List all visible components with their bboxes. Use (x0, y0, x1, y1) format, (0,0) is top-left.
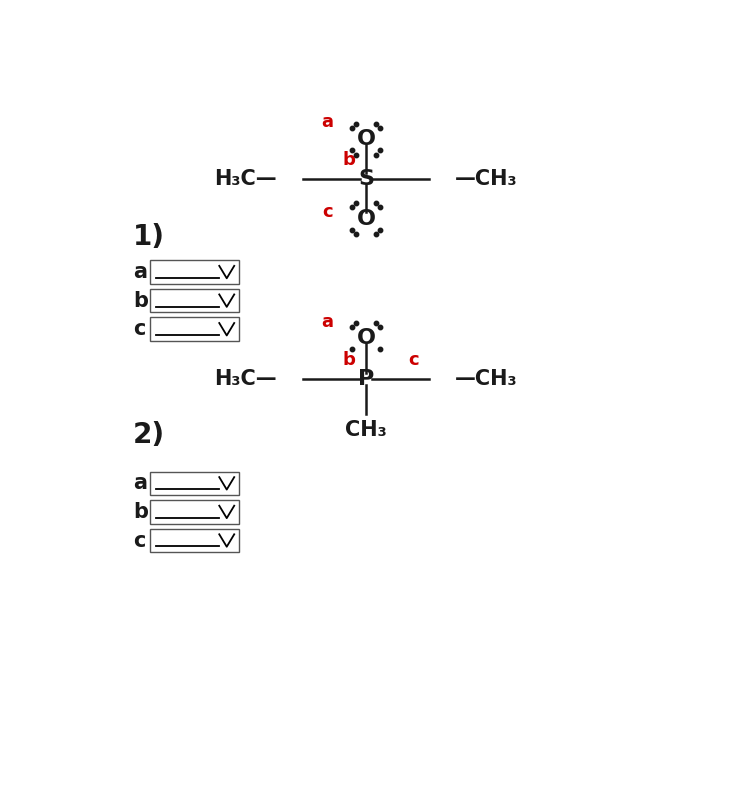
Text: H₃C—: H₃C— (214, 369, 277, 389)
Text: c: c (133, 320, 145, 339)
Text: b: b (342, 151, 355, 169)
Bar (150, 500, 240, 524)
Text: P: P (358, 369, 374, 389)
Text: 1): 1) (133, 223, 165, 251)
Text: a: a (133, 474, 147, 493)
Bar (150, 529, 240, 552)
Text: b: b (342, 351, 355, 370)
Text: 2): 2) (133, 421, 165, 449)
Text: —CH₃: —CH₃ (455, 169, 518, 189)
Text: H₃C—: H₃C— (214, 169, 277, 189)
Text: b: b (133, 291, 148, 311)
Text: CH₃: CH₃ (345, 420, 387, 440)
Text: b: b (133, 502, 148, 522)
Text: O: O (356, 209, 375, 228)
Text: S: S (358, 169, 374, 189)
Text: O: O (356, 328, 375, 348)
Bar (150, 471, 240, 495)
Text: a: a (321, 113, 333, 131)
Text: c: c (133, 530, 145, 550)
Bar (150, 289, 240, 312)
Text: a: a (133, 262, 147, 282)
Text: a: a (321, 313, 333, 331)
Bar (150, 317, 240, 341)
Text: c: c (408, 351, 419, 370)
Text: O: O (356, 129, 375, 149)
Text: —CH₃: —CH₃ (455, 369, 518, 389)
Text: c: c (322, 203, 332, 221)
Bar (150, 261, 240, 284)
